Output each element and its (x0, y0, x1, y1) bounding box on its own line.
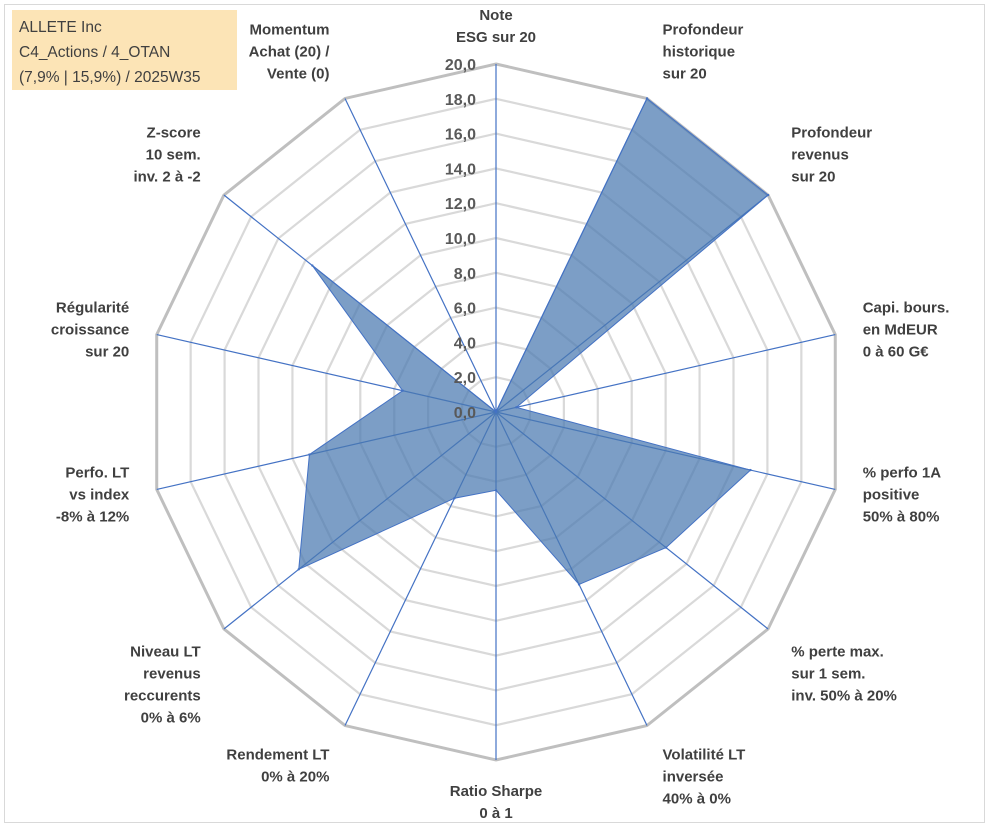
radar-category-line: inv. 50% à 20% (791, 688, 897, 705)
radar-category-line: Momentum (249, 22, 329, 39)
radar-category-label-0: Note ESG sur 20 (456, 7, 536, 46)
radar-category-line: Achat (20) / (249, 44, 331, 61)
radar-category-line: revenus (143, 666, 201, 683)
radar-category-label-13: Momentum Achat (20) / Vente (0) (249, 22, 331, 83)
radar-point-2 (766, 193, 770, 197)
radar-category-label-11: Régularité croissance sur 20 (51, 300, 129, 361)
radar-category-line: Régularité (56, 300, 129, 317)
radar-category-line: 10 sem. (146, 146, 201, 163)
radar-category-label-2: Profondeur revenus sur 20 (791, 124, 872, 185)
radar-axis-3 (495, 333, 836, 413)
radar-category-line: sur 20 (663, 66, 707, 83)
radar-category-label-12: Z-score 10 sem. inv. 2 à -2 (133, 124, 200, 185)
radar-category-line: 50% à 80% (863, 508, 940, 525)
radar-category-line: Profondeur (663, 22, 744, 39)
radar-category-line: Volatilité LT (663, 746, 746, 763)
radar-tick-label: 0,0 (454, 405, 476, 422)
radar-tick-label: 6,0 (454, 301, 476, 318)
performance-summary: (7,9% | 15,9%) / 2025W35 (19, 69, 201, 86)
radar-category-line: revenus (791, 146, 849, 163)
radar-tick-labels: 0,0 2,0 4,0 6,0 8,0 10,0 12,0 14,0 16,0 18,0 20,0 (445, 57, 476, 422)
radar-tick-label: 8,0 (454, 266, 476, 283)
radar-category-line: ESG sur 20 (456, 29, 536, 46)
radar-axis-13 (344, 98, 497, 413)
radar-category-line: sur 20 (85, 344, 129, 361)
radar-tick-label: 12,0 (445, 196, 476, 213)
radar-category-line: positive (863, 486, 920, 503)
radar-tick-label: 4,0 (454, 335, 476, 352)
radar-category-line: Ratio Sharpe (450, 783, 543, 800)
radar-tick-label: 14,0 (445, 161, 476, 178)
radar-category-line: inversée (663, 768, 724, 785)
radar-category-line: inv. 2 à -2 (133, 168, 200, 185)
radar-category-label-10: Perfo. LT vs index -8% à 12% (56, 464, 130, 525)
radar-tick-label: 2,0 (454, 370, 476, 387)
radar-category-line: Niveau LT (130, 644, 201, 661)
radar-category-line: 0% à 20% (261, 768, 329, 785)
radar-tick-label: 18,0 (445, 92, 476, 109)
radar-category-line: 0% à 6% (141, 710, 201, 727)
radar-point-9 (297, 568, 300, 571)
radar-tick-label: 20,0 (445, 57, 476, 74)
radar-category-line: % perte max. (791, 644, 884, 661)
radar-category-line: Rendement LT (226, 746, 329, 763)
radar-point-4 (749, 468, 752, 472)
radar-category-line: 0 à 1 (479, 805, 512, 822)
radar-category-line: Vente (0) (267, 66, 330, 83)
radar-tick-label: 10,0 (445, 231, 476, 248)
radar-series-area-0 (298, 97, 769, 586)
radar-category-label-9: Niveau LT revenus reccurents 0% à 6% (124, 644, 201, 727)
radar-category-line: vs index (69, 486, 130, 503)
radar-category-line: Profondeur (791, 124, 872, 141)
radar-point-10 (308, 453, 311, 456)
radar-category-line: sur 1 sem. (791, 666, 865, 683)
radar-point-1 (645, 97, 649, 100)
radar-series (297, 97, 770, 586)
radar-category-line: -8% à 12% (56, 508, 129, 525)
radar-category-line: % perfo 1A (863, 464, 942, 481)
radar-category-label-8: Rendement LT 0% à 20% (226, 746, 329, 785)
radar-category-label-5: % perte max. sur 1 sem. inv. 50% à 20% (791, 644, 897, 705)
radar-tick-label: 16,0 (445, 127, 476, 144)
radar-point-7 (494, 489, 498, 492)
portfolio-code: C4_Actions / 4_OTAN (19, 44, 171, 61)
radar-category-line: reccurents (124, 688, 201, 705)
radar-category-line: Z-score (147, 124, 201, 141)
radar-category-line: croissance (51, 322, 129, 339)
radar-point-5 (664, 546, 668, 549)
radar-category-label-4: % perfo 1A positive 50% à 80% (863, 464, 942, 525)
radar-point-3 (515, 406, 518, 409)
radar-point-8 (453, 497, 456, 500)
radar-category-line: historique (663, 44, 736, 61)
radar-category-line: Note (479, 7, 512, 24)
radar-category-line: 0 à 60 G€ (863, 344, 930, 361)
radar-category-line: Capi. bours. (863, 300, 950, 317)
radar-category-label-3: Capi. bours. en MdEUR 0 à 60 G€ (863, 300, 950, 361)
radar-point-6 (577, 583, 581, 586)
company-name: ALLETE Inc (19, 19, 102, 36)
info-box: ALLETE Inc C4_Actions / 4_OTAN (7,9% | 1… (12, 10, 237, 90)
radar-category-line: sur 20 (791, 168, 835, 185)
radar-category-line: en MdEUR (863, 322, 938, 339)
radar-category-labels: Note ESG sur 20 Profondeur historique sur 20… (51, 7, 950, 822)
radar-category-line: Perfo. LT (65, 464, 129, 481)
radar-category-label-7: Ratio Sharpe 0 à 1 (450, 783, 543, 822)
radar-point-12 (311, 264, 314, 267)
radar-point-11 (401, 389, 404, 392)
radar-category-label-1: Profondeur historique sur 20 (663, 22, 744, 83)
radar-category-label-6: Volatilité LT inversée 40% à 0% (663, 746, 746, 807)
radar-point-13 (494, 410, 498, 414)
radar-category-line: 40% à 0% (663, 790, 731, 807)
